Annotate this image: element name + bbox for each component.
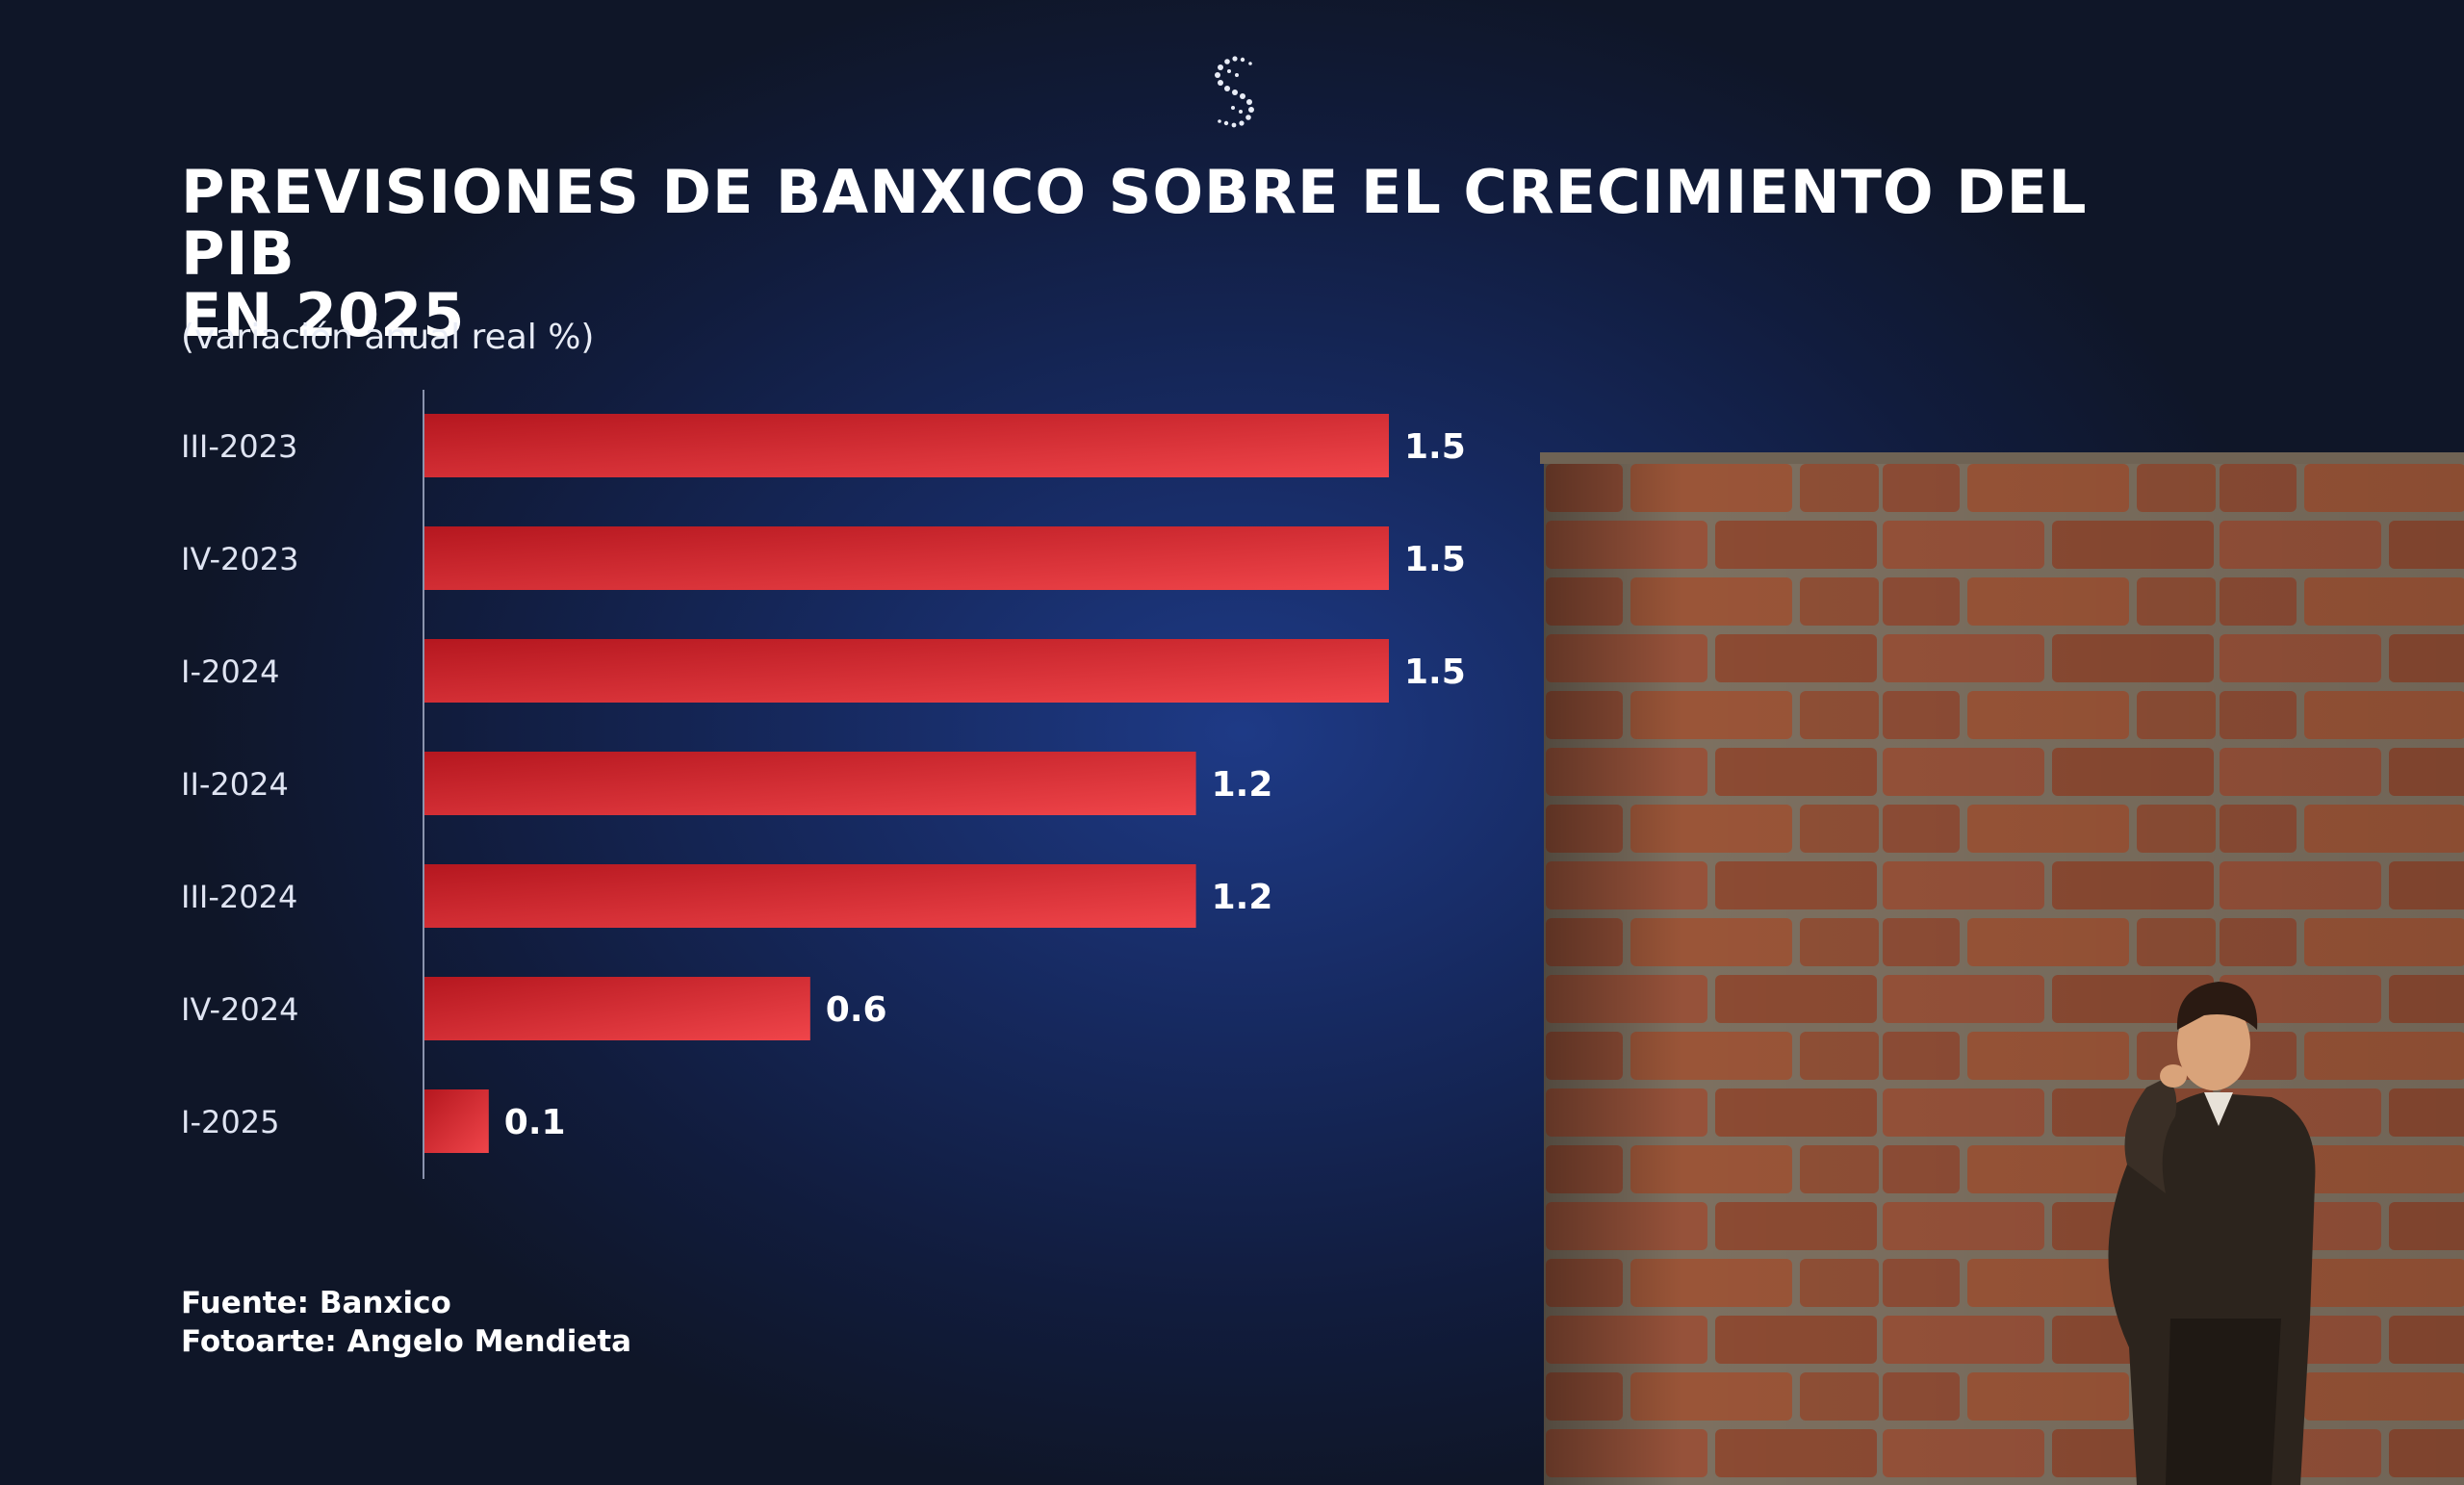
bar [424, 1089, 489, 1153]
value-label: 1.5 [1404, 427, 1466, 467]
brick-wall-illustration [1540, 452, 2464, 1485]
category-label: III-2024 [181, 879, 297, 915]
category-label: I-2025 [181, 1104, 279, 1140]
value-label: 0.6 [826, 990, 887, 1030]
category-label: IV-2023 [181, 541, 298, 577]
bar [424, 639, 1389, 703]
bar [424, 864, 1196, 928]
bar [424, 414, 1389, 477]
page-title: PREVISIONES DE BANXICO SOBRE EL CRECIMIE… [181, 162, 2202, 346]
category-label: I-2024 [181, 653, 279, 690]
chart-subtitle: (variación anual real %) [181, 318, 595, 357]
category-label: III-2023 [181, 428, 297, 465]
bar [424, 526, 1389, 590]
footer: Fuente: Banxico Fotoarte: Angelo Mendiet… [181, 1284, 631, 1361]
value-label: 1.5 [1404, 540, 1466, 579]
source-note: Fuente: Banxico [181, 1286, 451, 1320]
value-label: 1.5 [1404, 653, 1466, 692]
bar [424, 752, 1196, 815]
value-label: 1.2 [1212, 878, 1273, 917]
value-label: 0.1 [504, 1103, 566, 1142]
bar [424, 977, 810, 1040]
title-line-2: EN 2025 [181, 280, 466, 350]
photo-credit: Fotoarte: Angelo Mendieta [181, 1324, 632, 1359]
category-label: IV-2024 [181, 991, 298, 1028]
logo-icon [1215, 56, 1254, 128]
title-line-1: PREVISIONES DE BANXICO SOBRE EL CRECIMIE… [181, 157, 2088, 289]
man-figure [2108, 982, 2316, 1485]
value-label: 1.2 [1212, 765, 1273, 805]
category-label: II-2024 [181, 766, 289, 803]
